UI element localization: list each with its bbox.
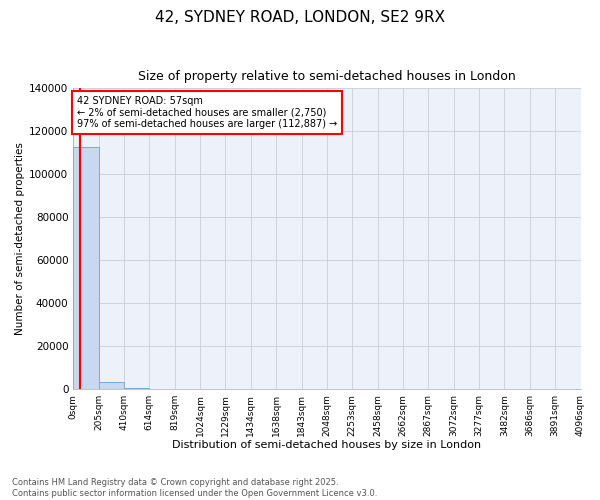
Bar — [73, 146, 98, 389]
Title: Size of property relative to semi-detached houses in London: Size of property relative to semi-detach… — [138, 70, 516, 83]
Bar — [98, 382, 124, 389]
Y-axis label: Number of semi-detached properties: Number of semi-detached properties — [15, 142, 25, 335]
Text: Contains HM Land Registry data © Crown copyright and database right 2025.
Contai: Contains HM Land Registry data © Crown c… — [12, 478, 377, 498]
Text: 42 SYDNEY ROAD: 57sqm
← 2% of semi-detached houses are smaller (2,750)
97% of se: 42 SYDNEY ROAD: 57sqm ← 2% of semi-detac… — [77, 96, 337, 129]
Text: 42, SYDNEY ROAD, LONDON, SE2 9RX: 42, SYDNEY ROAD, LONDON, SE2 9RX — [155, 10, 445, 25]
X-axis label: Distribution of semi-detached houses by size in London: Distribution of semi-detached houses by … — [172, 440, 481, 450]
Bar — [124, 388, 149, 389]
